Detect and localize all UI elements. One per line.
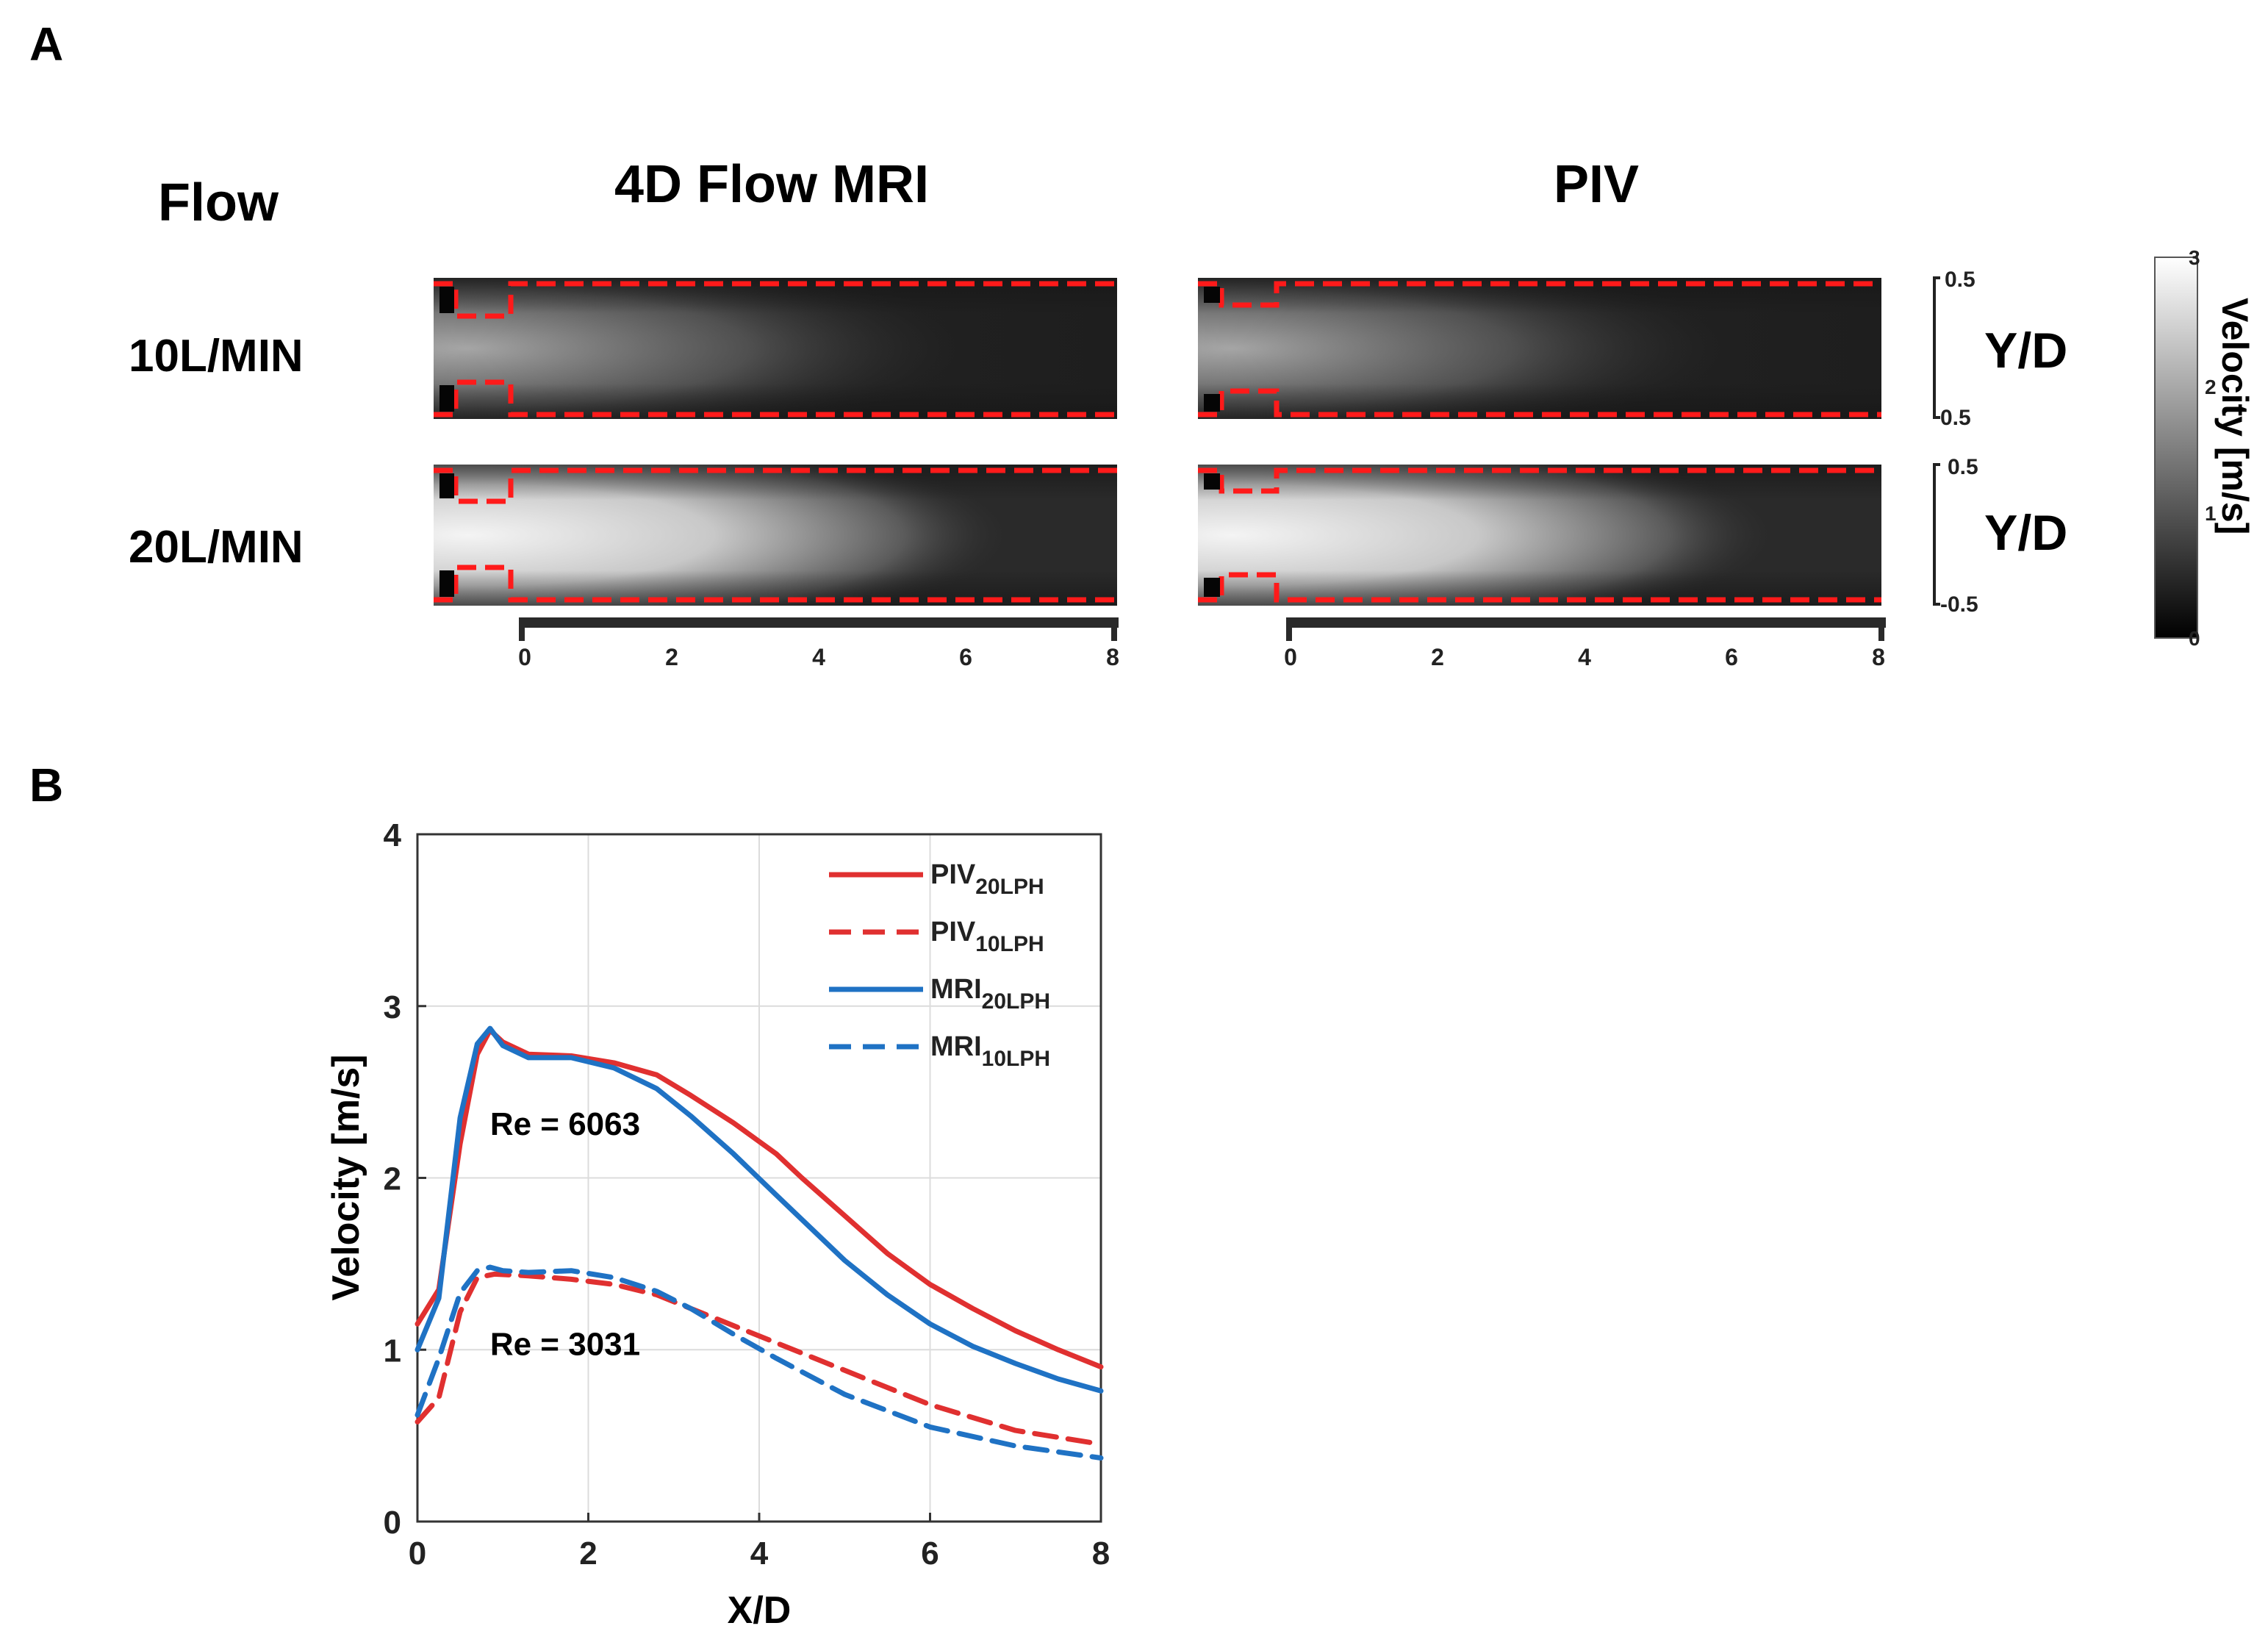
- x-tick-label: 6: [921, 1536, 939, 1572]
- yd-scale-10: [1933, 276, 1940, 419]
- x-axis-label: X/D: [728, 1589, 792, 1632]
- legend-entry: PIV10LPH: [930, 917, 1044, 956]
- annotation-re-3031: Re = 3031: [490, 1326, 640, 1362]
- y-axis-label: Velocity [m/s]: [325, 1054, 367, 1300]
- row-label-10: 10L/MIN: [129, 331, 304, 381]
- xd-tick-piv-4: 4: [1578, 644, 1591, 670]
- xd-tick-piv-8: 8: [1872, 644, 1885, 670]
- legend-entry: MRI20LPH: [930, 974, 1050, 1014]
- y-tick-label: 0: [384, 1505, 401, 1541]
- colorbar-tick-2: 2: [2205, 376, 2217, 398]
- series-line-mri-10lph: [415, 1264, 1104, 1461]
- yd-bottom-10: 0.5: [1940, 406, 1971, 430]
- y-tick-label: 2: [384, 1161, 401, 1197]
- row-label-20: 20L/MIN: [129, 522, 304, 573]
- x-tick-label: 0: [409, 1536, 426, 1572]
- colorbar-tick-3: 3: [2189, 246, 2200, 269]
- colorbar-label: Velocity [m/s]: [2214, 298, 2256, 534]
- xd-tick-piv-2: 2: [1431, 644, 1444, 670]
- xd-scale-piv: [1286, 617, 1886, 641]
- xd-tick-mri-6: 6: [959, 644, 972, 670]
- xd-tick-mri-8: 8: [1106, 644, 1119, 670]
- yd-bottom-20: -0.5: [1940, 592, 1978, 617]
- heatmap-piv-10: [1198, 278, 1881, 419]
- colorbar-tick-0: 0: [2189, 627, 2200, 650]
- legend-entry: MRI10LPH: [930, 1031, 1050, 1071]
- wall-outlines: [434, 281, 1881, 603]
- panel-b-label: B: [29, 759, 63, 811]
- series-line-piv-10lph: [415, 1271, 1104, 1447]
- y-tick-label: 1: [384, 1333, 401, 1369]
- line-chart: 0 2 4 6 8 0 1 2 3 4 PIV20LPH PIV10LPH MRI20LPH MRI10…: [325, 817, 1110, 1632]
- row-header-flow: Flow: [158, 173, 279, 232]
- column-title-piv: PIV: [1554, 155, 1639, 214]
- series-line-piv-20lph: [415, 1028, 1104, 1370]
- y-tick-label: 3: [384, 989, 401, 1025]
- colorbar-tick-1: 1: [2205, 502, 2217, 525]
- annotation-re-6063: Re = 6063: [490, 1106, 640, 1142]
- yd-scale-20: [1933, 463, 1940, 606]
- xd-tick-mri-2: 2: [665, 644, 678, 670]
- x-tick-label: 8: [1092, 1536, 1110, 1572]
- xd-scale-mri: [519, 617, 1119, 641]
- y-tick-label: 4: [384, 817, 402, 853]
- heatmap-mri-20: [434, 465, 1117, 606]
- heatmap-piv-20: [1198, 465, 1881, 606]
- xd-tick-piv-0: 0: [1284, 644, 1297, 670]
- yd-label-10: Y/D: [1984, 323, 2067, 379]
- colorbar: [2154, 257, 2198, 639]
- xd-tick-piv-6: 6: [1725, 644, 1738, 670]
- yd-label-20: Y/D: [1984, 505, 2067, 561]
- xd-tick-mri-4: 4: [812, 644, 825, 670]
- yd-top-10: 0.5: [1945, 268, 1975, 292]
- xd-tick-mri-0: 0: [518, 644, 531, 670]
- legend-entry: PIV20LPH: [930, 859, 1044, 899]
- inlet-blocks: [439, 287, 1220, 597]
- x-tick-label: 2: [579, 1536, 597, 1572]
- column-title-mri: 4D Flow MRI: [614, 155, 929, 214]
- heatmap-mri-10: [434, 278, 1117, 419]
- panel-a-label: A: [29, 18, 63, 71]
- series-line-mri-20lph: [415, 1025, 1104, 1394]
- yd-top-20: 0.5: [1948, 455, 1978, 479]
- x-tick-label: 4: [750, 1536, 769, 1572]
